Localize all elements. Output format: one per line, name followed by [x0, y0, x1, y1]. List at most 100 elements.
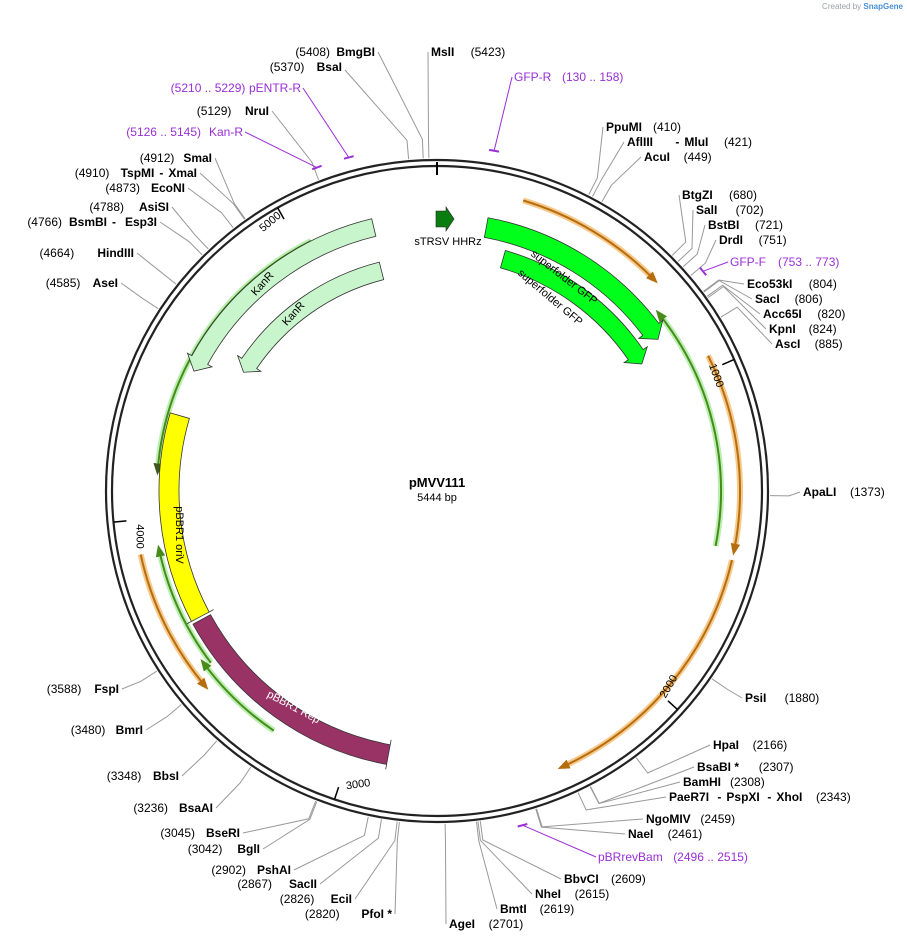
- site-name: TspMI: [121, 166, 155, 180]
- site-label[interactable]: Eco53kI (804): [747, 277, 837, 291]
- site-label[interactable]: BsaI (5370): [270, 60, 342, 74]
- site-label[interactable]: NruI (5129): [197, 104, 269, 118]
- site-leader: [479, 821, 562, 880]
- site-label[interactable]: PaeR7I - PspXI - XhoI (2343): [669, 790, 851, 804]
- site-leader: [136, 252, 177, 285]
- site-label[interactable]: BsaAI (3236): [133, 801, 213, 815]
- primer-label[interactable]: pBRrevBam (2496 .. 2515): [598, 850, 748, 864]
- orf-arc: [557, 559, 733, 770]
- site-leader: [703, 279, 745, 292]
- site-label[interactable]: KpnI (824): [769, 322, 837, 336]
- site-label[interactable]: PshAI (2902): [211, 863, 291, 877]
- site-name: BglI: [237, 842, 260, 856]
- primer-label[interactable]: GFP-R (130 .. 158): [514, 70, 623, 84]
- site-label[interactable]: PpuMI (410): [606, 120, 681, 134]
- site-label[interactable]: AcuI (449): [644, 150, 712, 164]
- site-name: ApaLI: [803, 485, 836, 499]
- site-label[interactable]: BbvCI (2609): [564, 872, 646, 886]
- site-leader: [671, 194, 687, 256]
- site-label[interactable]: EcoNI (4873): [105, 181, 185, 195]
- credit-prefix: Created by: [822, 2, 862, 11]
- site-leader: [293, 816, 369, 871]
- feature-superfolder-gfp-1[interactable]: [483, 217, 664, 340]
- site-label[interactable]: FspI (3588): [47, 682, 119, 696]
- site-name: BamHI: [683, 775, 721, 789]
- site-leader: [444, 823, 447, 925]
- site-name: Acc65I: [763, 307, 802, 321]
- site-separator: -: [159, 166, 163, 180]
- site-leader: [171, 206, 209, 250]
- primer-name: pBRrevBam: [598, 850, 663, 864]
- site-label[interactable]: BstBI (721): [708, 218, 783, 232]
- site-leader: [354, 821, 398, 900]
- primer-leader: [244, 131, 318, 169]
- site-label[interactable]: Acc65I (820): [763, 307, 845, 321]
- site-label[interactable]: ApaLI (1373): [803, 485, 885, 499]
- site-label[interactable]: AgeI (2701): [449, 917, 523, 931]
- site-label[interactable]: BseRI (3045): [160, 826, 240, 840]
- site-position: (4664): [40, 246, 75, 260]
- site-name: HindIII: [97, 246, 134, 260]
- site-leader: [319, 819, 382, 885]
- site-position: (2166): [753, 738, 788, 752]
- site-label[interactable]: HpaI (2166): [713, 738, 787, 752]
- site-label[interactable]: NaeI (2461): [628, 827, 702, 841]
- site-label[interactable]: BmtI (2619): [500, 902, 574, 916]
- site-separator: -: [767, 790, 771, 804]
- primer-label[interactable]: Kan-R (5126 .. 5145): [126, 125, 243, 139]
- scale-tick-label: 3000: [345, 777, 371, 792]
- site-leader: [242, 800, 317, 834]
- site-label[interactable]: XmaI-TspMI (4910): [75, 166, 197, 180]
- site-leader: [121, 670, 158, 690]
- primer-label[interactable]: pENTR-R(5210 .. 5229): [171, 81, 302, 95]
- site-label[interactable]: BtgZI (680): [682, 188, 757, 202]
- feature-superfolder-gfp-2[interactable]: [499, 250, 649, 365]
- site-label[interactable]: SalI (702): [696, 203, 764, 217]
- feature-pbbr1-oriv[interactable]: [158, 412, 214, 625]
- site-position: (702): [736, 203, 764, 217]
- feature-pbbr1-rep[interactable]: [192, 614, 392, 770]
- site-label[interactable]: EciI (2826): [280, 892, 352, 906]
- site-label[interactable]: BsaBI * (2307): [697, 760, 793, 774]
- feature-kanr-1[interactable]: [186, 218, 377, 372]
- site-label[interactable]: Esp3I-BsmBI (4766): [27, 215, 157, 229]
- site-label[interactable]: BbsI (3348): [107, 769, 179, 783]
- site-position: (2461): [668, 827, 703, 841]
- site-label[interactable]: NgoMIV (2459): [646, 812, 735, 826]
- site-label[interactable]: NheI (2615): [535, 887, 609, 901]
- site-label[interactable]: BmgBI (5408): [295, 45, 375, 59]
- primer-leader: [493, 76, 513, 151]
- site-label[interactable]: BamHI (2308): [683, 775, 765, 789]
- site-label[interactable]: AseI (4585): [46, 276, 118, 290]
- primer-label[interactable]: GFP-F (753 .. 773): [730, 255, 839, 269]
- site-label[interactable]: SmaI (4912): [140, 151, 212, 165]
- site-leader: [187, 187, 234, 229]
- site-label[interactable]: MslI (5423): [431, 45, 505, 59]
- site-label[interactable]: AsiSI (4788): [89, 200, 169, 214]
- site-separator: -: [112, 215, 116, 229]
- site-label[interactable]: SacII (2867): [237, 877, 317, 891]
- leader-lines: [120, 51, 801, 925]
- backbone-outer: [104, 158, 770, 824]
- scale-tick: [113, 520, 127, 523]
- site-label[interactable]: DrdI (751): [719, 233, 787, 247]
- site-label[interactable]: PsiI (1880): [745, 691, 819, 705]
- site-label[interactable]: AflIII - MluI (421): [627, 135, 752, 149]
- site-label[interactable]: AscI (885): [775, 337, 843, 351]
- site-name: BsaAI: [179, 801, 213, 815]
- site-label[interactable]: BmrI (3480): [71, 723, 143, 737]
- orf-arc: [522, 199, 658, 284]
- site-position: (2308): [730, 775, 765, 789]
- feature-kanr-2[interactable]: [236, 261, 385, 373]
- site-name: EcoNI: [151, 181, 185, 195]
- site-position: (2459): [700, 812, 735, 826]
- site-label[interactable]: HindIII (4664): [40, 246, 134, 260]
- feature-strsv-hhrz[interactable]: [435, 206, 455, 232]
- backbone-inner: [110, 164, 764, 818]
- site-label[interactable]: PfoI * (2820): [305, 907, 392, 921]
- site-name-alt: Esp3I: [125, 215, 157, 229]
- site-name: BmgBI: [336, 45, 375, 59]
- site-label[interactable]: SacI (806): [755, 292, 823, 306]
- site-position: (5423): [471, 45, 506, 59]
- site-label[interactable]: BglI (3042): [188, 842, 260, 856]
